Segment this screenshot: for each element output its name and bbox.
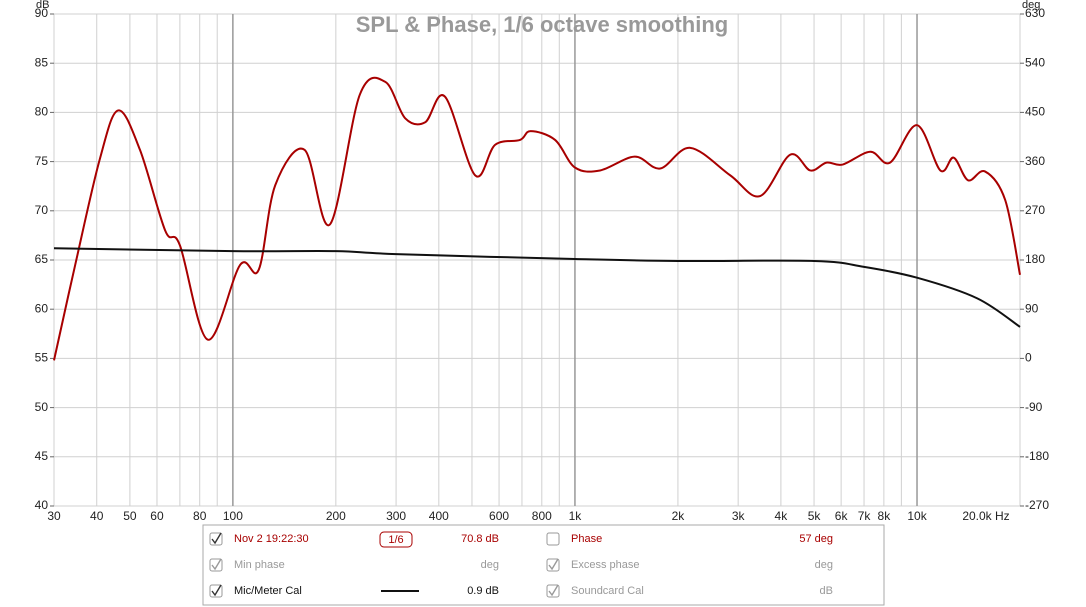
x-tick-label: 80 bbox=[193, 509, 207, 523]
y2-axis-label: deg bbox=[1022, 0, 1040, 11]
x-tick-label: 600 bbox=[489, 509, 509, 523]
y-tick-label: 55 bbox=[35, 351, 49, 365]
y-tick-label: 60 bbox=[35, 301, 49, 315]
legend-label: Mic/Meter Cal bbox=[234, 585, 302, 597]
x-tick-label: 2k bbox=[672, 509, 686, 523]
y-tick-label: 75 bbox=[35, 154, 49, 168]
legend-value: deg bbox=[481, 559, 499, 571]
smoothing-label[interactable]: 1/6 bbox=[388, 534, 403, 546]
y2-tick-label: 360 bbox=[1025, 154, 1045, 168]
x-tick-label: 30 bbox=[47, 509, 61, 523]
y2-tick-label: 180 bbox=[1025, 252, 1045, 266]
checkmark[interactable] bbox=[211, 532, 222, 545]
y2-tick-label: 90 bbox=[1025, 301, 1039, 315]
legend-label: Phase bbox=[571, 533, 602, 545]
y-tick-label: 90 bbox=[35, 6, 49, 20]
legend-panel bbox=[202, 524, 885, 606]
x-tick-label: 10k bbox=[907, 509, 927, 523]
y2-tick-label: 540 bbox=[1025, 55, 1045, 69]
y2-tick-label: -180 bbox=[1025, 449, 1049, 463]
x-tick-label: 400 bbox=[429, 509, 449, 523]
y2-tick-label: 630 bbox=[1025, 6, 1045, 20]
y2-tick-label: -90 bbox=[1025, 400, 1043, 414]
x-tick-label: 7k bbox=[858, 509, 872, 523]
x-tick-label: 40 bbox=[90, 509, 104, 523]
x-tick-label: 100 bbox=[223, 509, 243, 523]
x-tick-label: 6k bbox=[835, 509, 849, 523]
legend-label: Excess phase bbox=[571, 559, 639, 571]
y-tick-label: 50 bbox=[35, 400, 49, 414]
y-tick-label: 85 bbox=[35, 55, 49, 69]
checkmark[interactable] bbox=[211, 584, 222, 597]
legend-label: Nov 2 19:22:30 bbox=[234, 533, 309, 545]
series-line bbox=[53, 247, 1021, 328]
x-tick-label: 800 bbox=[532, 509, 552, 523]
y2-tick-label: 450 bbox=[1025, 105, 1045, 119]
x-tick-label: 60 bbox=[150, 509, 164, 523]
legend-value: 57 deg bbox=[799, 533, 833, 545]
x-tick-label: 4k bbox=[775, 509, 789, 523]
legend-value: 0.9 dB bbox=[467, 585, 499, 597]
y2-tick-label: 0 bbox=[1025, 351, 1032, 365]
x-tick-label: 50 bbox=[123, 509, 137, 523]
y-axis-label: dB bbox=[36, 0, 49, 11]
x-tick-label: 20.0k Hz bbox=[962, 509, 1009, 523]
y2-tick-label: -270 bbox=[1025, 498, 1049, 512]
legend-label: Soundcard Cal bbox=[571, 585, 644, 597]
y-tick-label: 80 bbox=[35, 105, 49, 119]
x-tick-label: 200 bbox=[326, 509, 346, 523]
smoothing-box[interactable] bbox=[379, 531, 413, 548]
x-tick-label: 5k bbox=[808, 509, 822, 523]
y-tick-label: 40 bbox=[35, 498, 49, 512]
series-line bbox=[53, 76, 1021, 361]
legend-value: 70.8 dB bbox=[461, 533, 499, 545]
y-tick-label: 45 bbox=[35, 449, 49, 463]
checkbox[interactable] bbox=[546, 532, 560, 546]
x-tick-label: 300 bbox=[386, 509, 406, 523]
x-tick-label: 8k bbox=[878, 509, 892, 523]
checkmark[interactable] bbox=[548, 584, 559, 597]
checkmark[interactable] bbox=[548, 558, 559, 571]
y-tick-label: 65 bbox=[35, 252, 49, 266]
y2-tick-label: 270 bbox=[1025, 203, 1045, 217]
chart-title: SPL & Phase, 1/6 octave smoothing bbox=[356, 12, 729, 37]
checkmark[interactable] bbox=[211, 558, 222, 571]
x-tick-label: 1k bbox=[569, 509, 583, 523]
y-tick-label: 70 bbox=[35, 203, 49, 217]
legend-value: deg bbox=[815, 559, 833, 571]
x-tick-label: 3k bbox=[732, 509, 746, 523]
legend-label: Min phase bbox=[234, 559, 285, 571]
legend-value: dB bbox=[820, 585, 833, 597]
